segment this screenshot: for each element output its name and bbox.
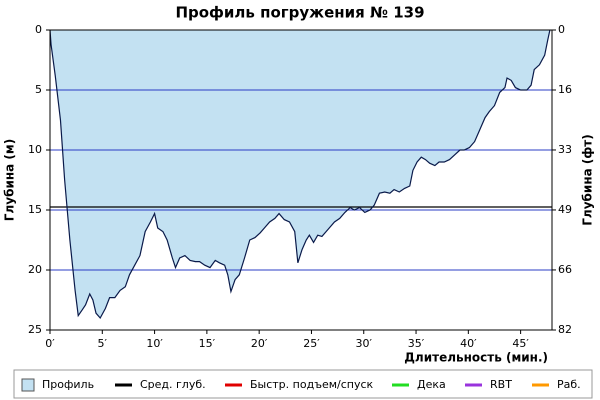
legend-label: Раб. bbox=[557, 378, 581, 391]
y-tick-label: 0 bbox=[35, 23, 42, 36]
x-tick-label: 5′ bbox=[98, 337, 108, 350]
y2-tick-label: 16 bbox=[558, 83, 572, 96]
x-tick-label: 0′ bbox=[45, 337, 55, 350]
y-tick-label: 10 bbox=[28, 143, 42, 156]
legend-label: Профиль bbox=[42, 378, 94, 391]
plot-frame bbox=[49, 29, 553, 331]
y2-tick-label: 66 bbox=[558, 263, 572, 276]
x-tick-label: 20′ bbox=[251, 337, 268, 350]
legend-label: Сред. глуб. bbox=[140, 378, 206, 391]
y2-tick-label: 33 bbox=[558, 143, 572, 156]
x-tick-label: 30′ bbox=[356, 337, 373, 350]
legend-swatch bbox=[21, 378, 35, 392]
x-axis-label: Длительность (мин.) bbox=[404, 351, 548, 365]
legend-box bbox=[13, 369, 593, 399]
x-tick-label: 15′ bbox=[199, 337, 216, 350]
chart-title: Профиль погружения № 139 bbox=[175, 4, 424, 22]
y2-tick-label: 49 bbox=[558, 203, 572, 216]
x-tick-label: 25′ bbox=[303, 337, 320, 350]
legend-label: Быстр. подъем/спуск bbox=[250, 378, 374, 391]
x-tick-label: 45′ bbox=[512, 337, 529, 350]
y-tick-label: 15 bbox=[28, 203, 42, 216]
y2-tick-label: 0 bbox=[558, 23, 565, 36]
y-axis-label: Глубина (м) bbox=[3, 139, 17, 221]
y-tick-label: 5 bbox=[35, 83, 42, 96]
x-tick-label: 10′ bbox=[146, 337, 163, 350]
y-tick-label: 25 bbox=[28, 323, 42, 336]
y2-axis-label: Глубина (фт) bbox=[581, 134, 595, 225]
legend-label: RBT bbox=[490, 378, 512, 391]
y2-tick-label: 82 bbox=[558, 323, 572, 336]
x-tick-label: 40′ bbox=[460, 337, 477, 350]
profile-line bbox=[49, 29, 551, 320]
x-tick-label: 35′ bbox=[408, 337, 425, 350]
profile-area bbox=[50, 30, 550, 318]
legend-label: Дека bbox=[417, 378, 446, 391]
y-tick-label: 20 bbox=[28, 263, 42, 276]
